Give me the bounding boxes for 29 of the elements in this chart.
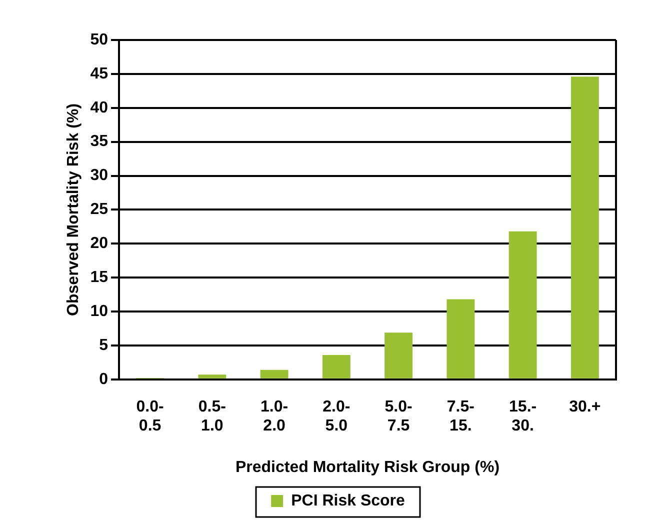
bar [384,332,413,378]
y-tick-label: 0 [99,370,108,388]
y-tick-label: 15 [90,268,108,286]
x-tick-label: 0.0-0.5 [136,398,164,435]
x-tick-label: 1.0-2.0 [260,398,288,435]
y-tick-label: 5 [99,336,108,354]
x-tick-label: 0.5-1.0 [198,398,226,435]
y-tick-label: 20 [90,235,108,252]
y-tick-label: 30 [90,167,108,184]
y-tick-label: 25 [90,201,108,218]
bar [570,76,599,378]
y-tick-label: 10 [90,302,108,320]
bar [446,299,475,378]
y-tick-label: 40 [90,99,108,116]
legend-label: PCI Risk Score [291,492,406,510]
x-tick-label: 7.5-15. [446,398,474,435]
bar [508,231,537,378]
bar [322,354,350,378]
y-tick-label: 50 [90,31,108,48]
x-tick-label: 5.0-7.5 [384,398,412,435]
bar [198,374,226,378]
bar [260,370,288,378]
y-axis-title: Observed Mortality Risk (%) [65,103,82,316]
y-tick-label: 45 [90,65,108,82]
x-tick-label: 2.0-5.0 [322,398,350,435]
x-axis-title: Predicted Mortality Risk Group (%) [235,458,500,476]
y-tick-label: 35 [90,133,108,150]
x-tick-label: 15.-30. [509,398,537,435]
x-tick-label: 30.+ [569,398,601,416]
